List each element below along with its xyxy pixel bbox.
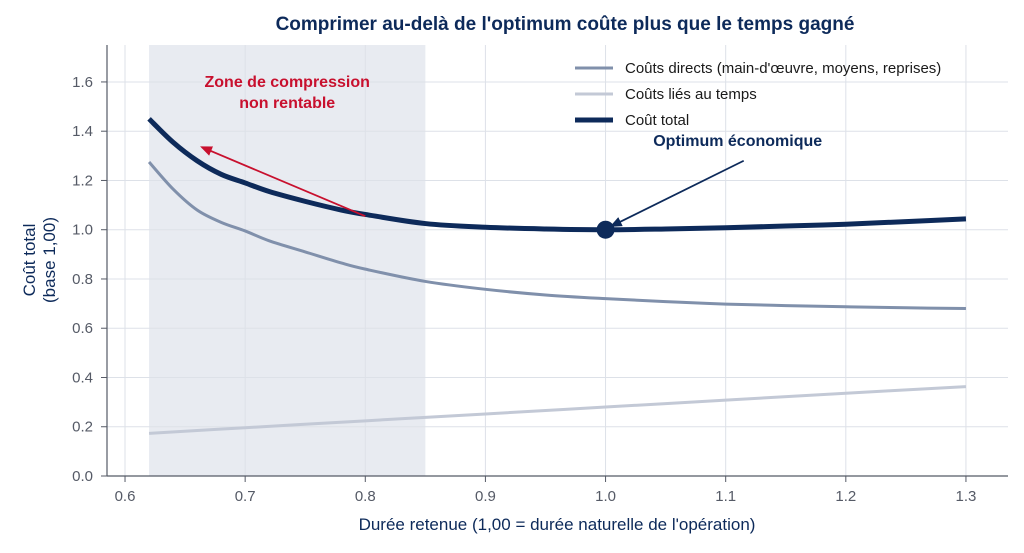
y-tick-label: 0.0	[72, 468, 93, 485]
x-tick-label: 1.3	[956, 488, 977, 505]
y-tick-label: 0.2	[72, 419, 93, 436]
optimum-label: Optimum économique	[653, 133, 822, 150]
compression-zone-label: non rentable	[239, 95, 335, 112]
y-tick-label: 0.6	[72, 320, 93, 337]
x-tick-label: 0.9	[475, 488, 496, 505]
x-tick-label: 0.7	[235, 488, 256, 505]
y-axis-label-line-2: (base 1,00)	[40, 217, 59, 303]
annotations: Zone de compression non rentable Optimum é…	[200, 74, 822, 227]
compression-zone-label: Zone de compression	[205, 74, 370, 91]
chart-title: Comprimer au-delà de l'optimum coûte plu…	[276, 14, 855, 35]
x-tick-label: 1.2	[835, 488, 856, 505]
compression-zone-band	[149, 45, 426, 476]
compression-zone-arrow	[200, 146, 366, 217]
y-tick-label: 1.2	[72, 172, 93, 189]
series-lines	[147, 117, 967, 435]
y-axis-label: Coût total (base 1,00)	[20, 217, 59, 303]
y-ticks: 0.0 0.2 0.4 0.6 0.8 1.0 1.2 1.4 1.6	[72, 74, 107, 485]
y-tick-label: 0.4	[72, 369, 93, 386]
direct-costs-line	[147, 160, 966, 311]
y-axis-label-line-1: Coût total	[20, 224, 39, 297]
x-tick-label: 0.8	[355, 488, 376, 505]
x-tick-label: 1.1	[715, 488, 736, 505]
x-ticks: 0.6 0.7 0.8 0.9 1.0 1.1 1.2 1.3	[115, 476, 977, 505]
x-tick-label: 1.0	[595, 488, 616, 505]
legend-time-costs-label: Coûts liés au temps	[625, 86, 757, 103]
x-tick-label: 0.6	[115, 488, 136, 505]
legend-total-cost-label: Coût total	[625, 112, 689, 129]
time-costs-line	[148, 385, 967, 435]
legend-direct-costs-label: Coûts directs (main-d'œuvre, moyens, rep…	[625, 60, 941, 77]
y-tick-label: 1.0	[72, 222, 93, 239]
optimum-point	[596, 220, 615, 239]
y-tick-label: 1.4	[72, 123, 93, 140]
optimum-arrow	[609, 159, 745, 227]
total-cost-line	[147, 117, 967, 233]
y-tick-label: 0.8	[72, 271, 93, 288]
y-tick-label: 1.6	[72, 74, 93, 91]
legend: Coûts directs (main-d'œuvre, moyens, rep…	[575, 60, 941, 129]
x-axis-label: Durée retenue (1,00 = durée naturelle de…	[359, 515, 756, 534]
